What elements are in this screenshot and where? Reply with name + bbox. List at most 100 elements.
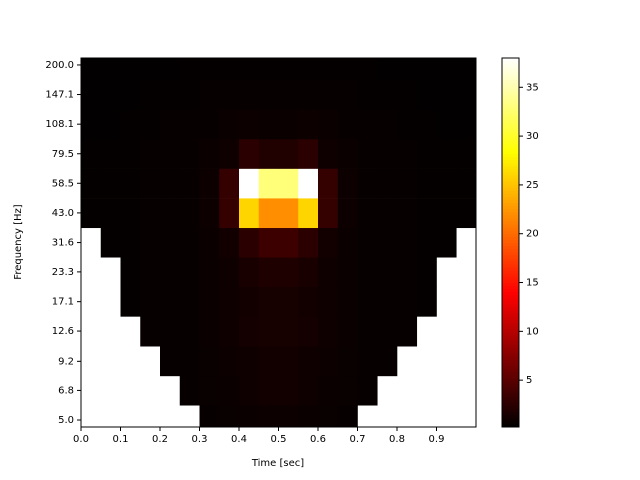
heatmap-cell xyxy=(239,58,260,81)
heatmap-cell xyxy=(377,286,398,317)
heatmap-cell xyxy=(239,168,260,199)
colorbar-segment xyxy=(502,371,519,376)
colorbar-segment xyxy=(502,362,519,366)
heatmap-cell xyxy=(140,58,161,81)
heatmap-cell xyxy=(120,109,141,140)
y-tick-label: 31.6 xyxy=(52,238,74,249)
colorbar-segment xyxy=(502,236,519,240)
y-tick-label: 200.0 xyxy=(45,60,74,71)
heatmap-cell xyxy=(160,58,181,81)
heatmap-cell xyxy=(179,375,200,406)
y-axis-label: Frequency [Hz] xyxy=(13,204,24,280)
heatmap-cell xyxy=(219,316,240,347)
heatmap-cell xyxy=(199,168,220,199)
heatmap-cell xyxy=(456,79,477,110)
heatmap-cell xyxy=(318,405,339,428)
colorbar-segment xyxy=(502,147,519,151)
colorbar-segment xyxy=(502,304,519,308)
heatmap-cell xyxy=(318,227,339,258)
heatmap-cell xyxy=(377,316,398,347)
heatmap-cell xyxy=(179,109,200,140)
colorbar-segment xyxy=(502,356,519,360)
heatmap-cell xyxy=(258,109,279,140)
heatmap-cell xyxy=(120,286,141,317)
heatmap-cell xyxy=(298,138,319,169)
colorbar-segment xyxy=(502,347,519,351)
heatmap-cell xyxy=(199,286,220,317)
colorbar-segment xyxy=(502,414,519,419)
heatmap-cell xyxy=(397,109,418,140)
colorbar-segment xyxy=(502,64,519,68)
heatmap-cell xyxy=(258,346,279,377)
y-tick-label: 79.5 xyxy=(52,149,74,160)
heatmap-cell xyxy=(318,58,339,81)
heatmap-cell xyxy=(179,138,200,169)
colorbar-segment xyxy=(502,141,519,145)
heatmap-cell xyxy=(258,375,279,406)
heatmap-cell xyxy=(100,198,121,229)
heatmap-cell xyxy=(337,346,358,377)
colorbar-segment xyxy=(502,408,519,413)
heatmap-cell xyxy=(120,58,141,81)
heatmap-cell xyxy=(377,138,398,169)
heatmap-cell xyxy=(160,168,181,199)
heatmap-cell xyxy=(140,109,161,140)
heatmap-cell xyxy=(199,405,220,428)
colorbar-segment xyxy=(502,310,519,314)
colorbar-segment xyxy=(502,420,519,425)
heatmap-cell xyxy=(318,316,339,347)
colorbar-segment xyxy=(502,217,519,222)
y-tick-label: 23.3 xyxy=(52,267,74,278)
heatmap-cell xyxy=(337,58,358,81)
heatmap-cell xyxy=(140,79,161,110)
colorbar-segment xyxy=(502,97,519,102)
heatmap-cell xyxy=(298,316,319,347)
heatmap-cell xyxy=(416,257,437,288)
colorbar-segment xyxy=(502,359,519,363)
heatmap-cell xyxy=(278,168,299,199)
colorbar-segment xyxy=(502,337,519,342)
colorbar-segment xyxy=(502,328,519,333)
colorbar-segment xyxy=(502,307,519,311)
heatmap-cell xyxy=(258,257,279,288)
heatmap-cell xyxy=(337,168,358,199)
y-tick-label: 43.0 xyxy=(52,208,74,219)
heatmap-cell xyxy=(298,109,319,140)
heatmap-cell xyxy=(179,257,200,288)
heatmap-cell xyxy=(81,109,102,140)
colorbar-segment xyxy=(502,224,519,228)
heatmap-cell xyxy=(357,227,378,258)
heatmap-cell xyxy=(239,405,260,428)
colorbar-segment xyxy=(502,405,519,410)
colorbar-segment xyxy=(502,208,519,213)
heatmap-cell xyxy=(219,198,240,229)
heatmap-cell xyxy=(278,198,299,229)
heatmap-cell xyxy=(377,168,398,199)
heatmap-cell xyxy=(357,346,378,377)
colorbar-segment xyxy=(502,137,519,142)
heatmap-cell xyxy=(278,79,299,110)
heatmap-cell xyxy=(100,168,121,199)
heatmap-cell xyxy=(397,138,418,169)
heatmap-cell xyxy=(456,109,477,140)
heatmap-cell xyxy=(456,198,477,229)
colorbar-segment xyxy=(502,134,519,139)
heatmap-cell xyxy=(140,168,161,199)
heatmap-cell xyxy=(140,257,161,288)
colorbar-segment xyxy=(502,125,519,130)
heatmap-cell xyxy=(318,346,339,377)
colorbar-segment xyxy=(502,288,519,293)
heatmap-cell xyxy=(239,138,260,169)
colorbar-segment xyxy=(502,233,519,237)
heatmap-cell xyxy=(397,257,418,288)
y-tick-label: 9.2 xyxy=(58,356,74,367)
x-tick-label: 0.7 xyxy=(350,434,366,445)
colorbar-segment xyxy=(502,104,519,108)
heatmap-cell xyxy=(357,375,378,406)
colorbar-segment xyxy=(502,107,519,111)
colorbar-segment xyxy=(502,325,519,330)
heatmap-cell xyxy=(140,316,161,347)
heatmap-cell xyxy=(377,227,398,258)
heatmap-cell xyxy=(81,58,102,81)
heatmap-cell xyxy=(160,257,181,288)
